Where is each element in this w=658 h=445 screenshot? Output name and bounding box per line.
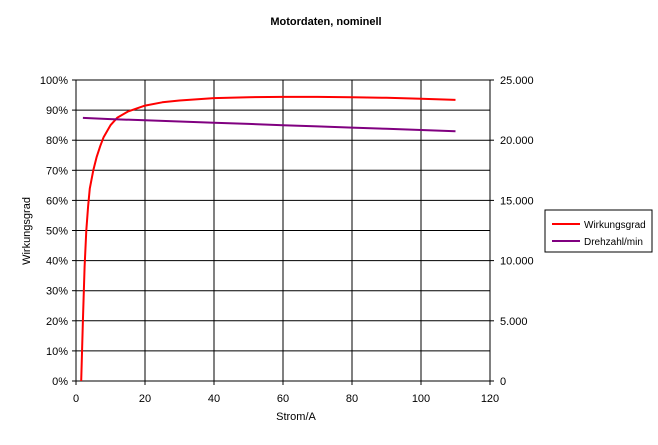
y2-tick-label: 20.000 <box>500 135 534 147</box>
y2-tick-label: 25.000 <box>500 75 534 87</box>
x-tick-label: 120 <box>481 393 499 405</box>
y-tick-label: 100% <box>40 75 68 87</box>
y-tick-label: 80% <box>46 135 68 147</box>
x-tick-label: 0 <box>73 393 79 405</box>
x-axis-label: Strom/A <box>276 411 316 423</box>
y-tick-label: 60% <box>46 195 68 207</box>
chart-title: Motordaten, nominell <box>270 16 381 28</box>
y2-axis-ticks: 0 5.000 10.000 15.000 20.000 25.000 <box>490 75 534 388</box>
x-tick-label: 40 <box>208 393 220 405</box>
y2-tick-label: 15.000 <box>500 195 534 207</box>
series-line-1 <box>80 95 456 382</box>
y-axis-label: Wirkungsgrad <box>21 197 33 265</box>
legend-box <box>544 209 653 253</box>
x-tick-label: 80 <box>346 393 358 405</box>
legend: Wirkungsgrad Drehzahl/min <box>544 209 653 253</box>
y2-tick-label: 5.000 <box>500 316 528 328</box>
y-tick-label: 90% <box>46 105 68 117</box>
legend-label: Drehzahl/min <box>584 237 643 248</box>
y-tick-label: 70% <box>46 165 68 177</box>
y2-tick-label: 0 <box>500 376 506 388</box>
y-axis-ticks: 0% 10% 20% 30% 40% 50% 60% 70% 80% 90% 100% <box>40 75 76 388</box>
y-tick-label: 30% <box>46 286 68 298</box>
x-tick-label: 60 <box>277 393 289 405</box>
y-tick-label: 40% <box>46 256 68 268</box>
x-axis-ticks: 0 20 40 60 80 100 120 <box>73 381 499 405</box>
series-line-2 <box>82 116 456 133</box>
y2-tick-label: 10.000 <box>500 256 534 268</box>
y-tick-label: 0% <box>52 376 68 388</box>
y-tick-label: 20% <box>46 316 68 328</box>
legend-label: Wirkungsgrad <box>584 220 646 231</box>
series-lines <box>80 95 456 382</box>
y-tick-label: 50% <box>46 226 68 238</box>
x-tick-label: 100 <box>412 393 430 405</box>
y-tick-label: 10% <box>46 346 68 358</box>
grid <box>76 80 490 381</box>
x-tick-label: 20 <box>139 393 151 405</box>
